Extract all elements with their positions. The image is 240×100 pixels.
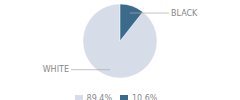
svg-text:BLACK: BLACK bbox=[171, 9, 198, 18]
svg-text:WHITE: WHITE bbox=[43, 65, 69, 74]
